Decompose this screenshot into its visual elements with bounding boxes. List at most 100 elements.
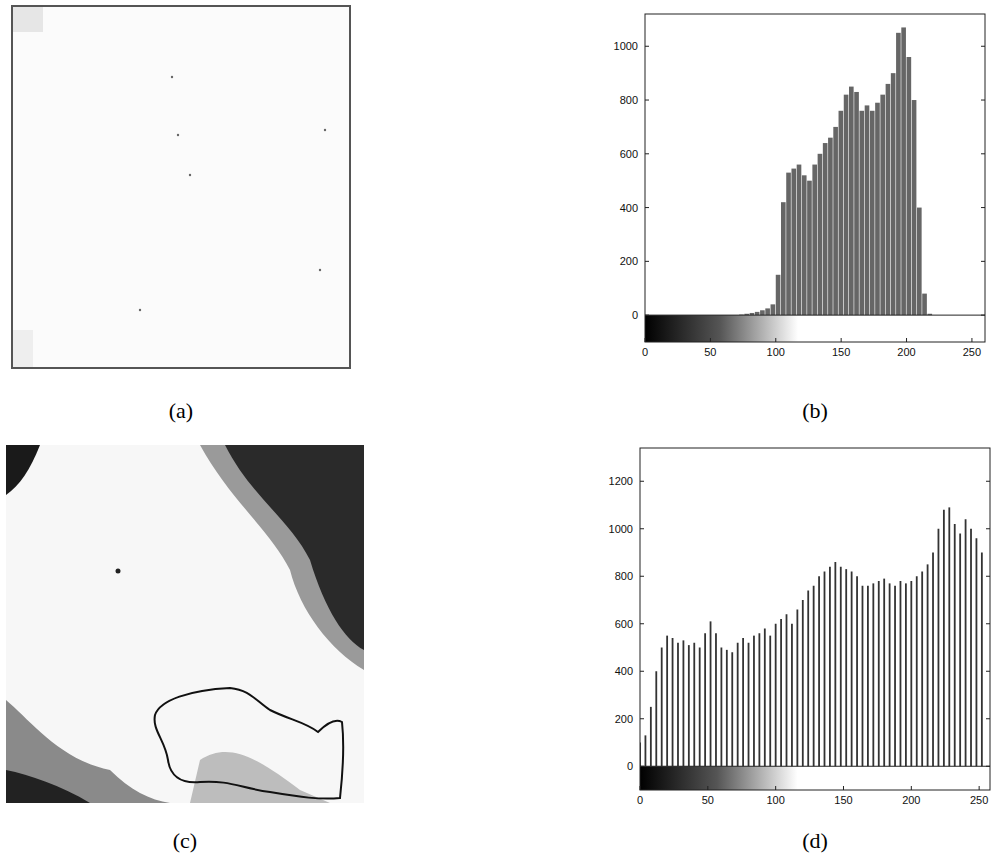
histogram-bar (870, 111, 875, 315)
y-tick (645, 207, 649, 208)
bar (710, 621, 712, 766)
histogram-bar (907, 57, 912, 315)
histogram-bar (781, 202, 786, 315)
panel-label: (c) (173, 828, 197, 853)
x-tick (645, 338, 646, 342)
histogram-bar (765, 308, 770, 315)
bar (834, 562, 836, 766)
x-tick-label: 200 (902, 794, 920, 806)
bar (900, 581, 902, 766)
y-tick (640, 718, 644, 719)
bar (921, 572, 923, 767)
bar (693, 643, 695, 767)
y-tick (645, 315, 649, 316)
histogram-bar (886, 84, 891, 315)
bar (910, 581, 912, 766)
bar (894, 586, 896, 767)
y-tick-label: 1200 (609, 475, 633, 487)
x-tick (775, 338, 776, 342)
bar (981, 553, 983, 767)
y-tick (645, 46, 649, 47)
histogram-bar (865, 105, 870, 315)
figure: 0200400600800100005010015020025002004006… (0, 0, 997, 860)
zero-line (640, 766, 990, 767)
y-tick-label: 400 (615, 665, 633, 677)
y-tick (986, 671, 990, 672)
image-background (6, 445, 364, 803)
y-tick (645, 100, 649, 101)
y-tick (640, 671, 644, 672)
y-tick (981, 100, 985, 101)
plot-area (645, 27, 985, 342)
x-tick (841, 338, 842, 342)
bar (704, 633, 706, 766)
bar (948, 507, 950, 766)
bar (764, 629, 766, 767)
histogram-bar (896, 33, 901, 315)
y-tick-label: 800 (615, 570, 633, 582)
y-tick (986, 528, 990, 529)
histogram-bar (776, 275, 781, 315)
y-tick (645, 153, 649, 154)
histogram-bar (854, 92, 859, 315)
x-tick-label: 50 (702, 794, 714, 806)
bar (742, 638, 744, 766)
image-shade (13, 7, 43, 32)
gray-level-bar (640, 766, 990, 790)
bar (856, 576, 858, 766)
image-c (6, 445, 364, 803)
x-tick (906, 338, 907, 342)
histogram-bar (760, 310, 765, 315)
bar (726, 650, 728, 766)
x-tick (710, 338, 711, 342)
contour (155, 688, 344, 799)
y-tick (986, 481, 990, 482)
bar (840, 567, 842, 767)
histogram-bar (833, 127, 838, 315)
dark-corner (6, 445, 40, 495)
y-tick (986, 623, 990, 624)
bar (769, 636, 771, 767)
y-tick (640, 766, 644, 767)
bar (655, 671, 657, 766)
histogram-bar (922, 294, 927, 316)
x-tick (843, 786, 844, 790)
bar (775, 624, 777, 767)
image-speck (171, 76, 173, 78)
x-tick-label: 150 (832, 346, 850, 358)
bar (878, 581, 880, 766)
histogram-bar (859, 111, 864, 315)
bar (796, 610, 798, 767)
gray-region (190, 752, 330, 803)
dark-corner (6, 770, 90, 803)
y-tick-label: 600 (620, 148, 638, 160)
image-a (12, 6, 350, 368)
x-tick-label: 250 (970, 794, 988, 806)
y-tick (981, 315, 985, 316)
gray-region (6, 700, 170, 803)
bar (851, 572, 853, 767)
histogram-bar (891, 73, 896, 315)
panel-label: (b) (802, 398, 828, 423)
image-frame (12, 6, 350, 368)
image-speck (177, 134, 179, 136)
bar (802, 600, 804, 766)
bar (813, 586, 815, 767)
bar (943, 510, 945, 767)
bar (965, 519, 967, 766)
y-tick (986, 718, 990, 719)
bar (954, 524, 956, 766)
histogram-bar (849, 87, 854, 316)
histogram-bar (807, 181, 812, 315)
y-tick-label: 600 (615, 618, 633, 630)
bar (748, 643, 750, 767)
gray-level-bar (645, 315, 985, 342)
bar (699, 648, 701, 767)
bar (818, 576, 820, 766)
x-tick-label: 250 (963, 346, 981, 358)
plot-frame (645, 14, 985, 342)
y-tick-label: 200 (620, 255, 638, 267)
y-tick (640, 528, 644, 529)
x-tick-label: 100 (766, 794, 784, 806)
y-tick-label: 0 (632, 309, 638, 321)
